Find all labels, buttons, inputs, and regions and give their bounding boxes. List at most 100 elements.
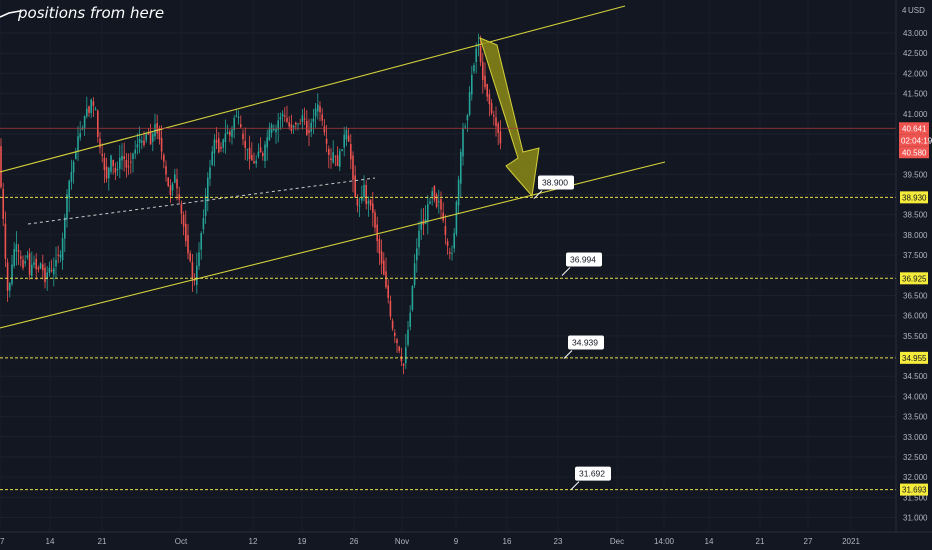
time-tick-label: 19 xyxy=(298,537,307,546)
candle-body xyxy=(409,312,411,327)
candle-body xyxy=(400,356,403,362)
candle-body xyxy=(39,263,42,269)
countdown-label: 02:04:19 xyxy=(901,136,932,145)
candle-body xyxy=(35,258,37,270)
candle-body xyxy=(391,320,394,329)
candle-body xyxy=(440,199,442,210)
candle-body xyxy=(455,201,458,234)
candle-body xyxy=(325,138,328,144)
candle-body xyxy=(431,191,433,197)
candle-body xyxy=(141,140,143,143)
candle-body xyxy=(310,122,312,132)
candle-body xyxy=(306,120,308,135)
pen-stroke-icon xyxy=(0,10,21,18)
candle-body xyxy=(433,186,436,200)
price-axis[interactable]: USD 31.000 31.500 32.000 32.500 33.000 33.500… xyxy=(895,0,932,532)
candle-body xyxy=(202,217,205,230)
candle-body xyxy=(158,128,161,140)
price-tick-label: 31.000 xyxy=(903,514,928,523)
currency-label: USD xyxy=(908,6,925,15)
price-level-tag-label: 38.930 xyxy=(902,193,927,202)
candle-body xyxy=(255,160,257,164)
time-axis-bg xyxy=(0,532,932,550)
candle-body xyxy=(59,254,62,258)
candle-body xyxy=(231,129,233,138)
candle-body xyxy=(31,264,33,276)
note-text: positions from here xyxy=(17,4,164,22)
drawings-layer xyxy=(0,5,666,329)
time-axis[interactable]: 7 14 21 Oct 12 19 26 Nov 9 16 23 Dec 14:00 14 21 27 2021 xyxy=(0,531,932,550)
price-tick-label: 34.500 xyxy=(903,372,928,381)
candle-body xyxy=(429,201,431,204)
candle-body xyxy=(389,300,392,317)
candle-body xyxy=(176,178,178,189)
candle-body xyxy=(9,283,11,291)
price-tick-label: 36.000 xyxy=(903,312,928,321)
candle-body xyxy=(123,156,125,160)
channel-lower-line[interactable] xyxy=(0,161,666,329)
callout-pointer xyxy=(561,267,571,276)
candle-body xyxy=(396,339,398,344)
candle-body xyxy=(143,140,145,146)
price-tick-label: 34.000 xyxy=(903,392,928,401)
candle-body xyxy=(103,157,106,170)
candle-body xyxy=(286,117,288,122)
price-tick-label: 41.000 xyxy=(903,110,928,119)
candle-body xyxy=(149,131,152,145)
candle-body xyxy=(442,212,444,221)
channel-upper-line[interactable] xyxy=(0,5,626,173)
candle-body xyxy=(64,217,66,239)
candle-body xyxy=(314,108,317,117)
candle-body xyxy=(229,131,231,136)
candle-body xyxy=(273,128,275,131)
candle-body xyxy=(270,124,273,133)
candle-body xyxy=(295,122,297,125)
candle-body xyxy=(477,44,480,47)
candle-body xyxy=(350,143,352,160)
candle-body xyxy=(317,104,319,112)
candle-body xyxy=(167,177,169,187)
price-tick-label: 41.500 xyxy=(903,90,928,99)
candle-body xyxy=(372,203,374,213)
countdown-tag xyxy=(899,134,929,147)
candle-body xyxy=(277,120,279,130)
candle-body xyxy=(42,264,44,271)
candle-body xyxy=(237,117,240,119)
candle-body xyxy=(147,132,150,135)
candle-body xyxy=(281,113,284,117)
time-tick-label: 7 xyxy=(0,537,5,546)
price-tick-label: 32.000 xyxy=(903,473,928,482)
candle-body xyxy=(407,329,409,345)
prev-price-tag xyxy=(899,146,929,159)
down-arrow-icon[interactable] xyxy=(479,37,540,198)
candle-body xyxy=(299,123,301,125)
candle-body xyxy=(224,133,227,143)
callout-label: 38.900 xyxy=(542,178,568,188)
candle-body xyxy=(209,167,211,179)
price-tick-label: 42.000 xyxy=(903,69,928,78)
candle-body xyxy=(369,199,372,206)
candle-body xyxy=(336,155,339,167)
candle-body xyxy=(152,133,154,142)
candle-body xyxy=(88,106,90,113)
candle-body xyxy=(61,238,64,261)
time-tick-label: 21 xyxy=(756,537,765,546)
candle-body xyxy=(136,144,139,148)
channel-mid-dashed-line[interactable] xyxy=(27,177,376,225)
note-annotation[interactable]: positions from here xyxy=(0,4,164,22)
candle-body xyxy=(288,122,290,127)
price-tick-label: 36.500 xyxy=(903,291,928,300)
candle-body xyxy=(367,200,370,204)
candle-body xyxy=(420,221,422,230)
price-tick-label: 33.000 xyxy=(903,433,928,442)
candle-body xyxy=(475,48,477,63)
candle-body xyxy=(268,127,271,140)
time-tick-label: 26 xyxy=(350,537,359,546)
candle-body xyxy=(57,254,59,256)
candle-body xyxy=(464,126,466,128)
price-level-tag xyxy=(900,351,928,364)
candle-body xyxy=(165,166,167,175)
candle-body xyxy=(405,347,407,364)
candle-body xyxy=(163,155,165,162)
